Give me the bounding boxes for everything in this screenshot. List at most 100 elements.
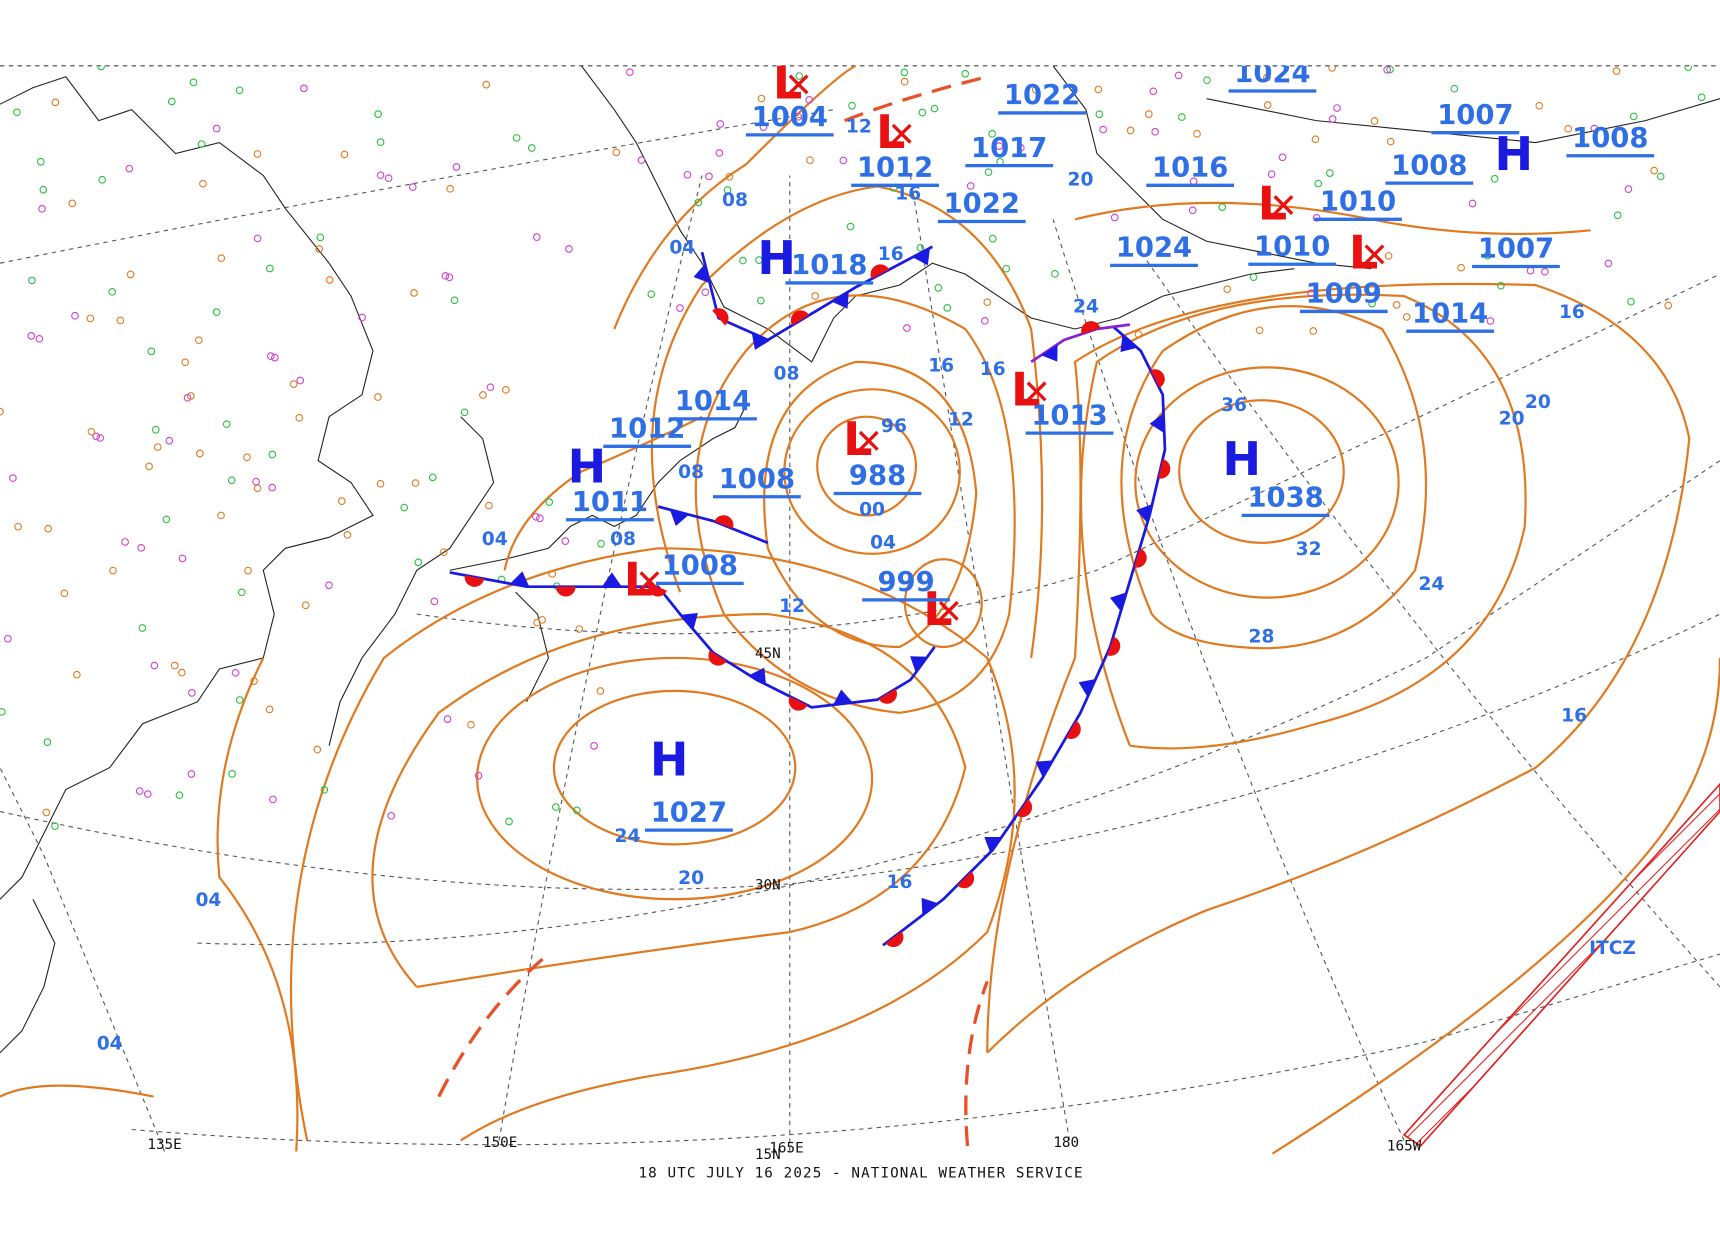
station-dot <box>988 129 997 138</box>
station-dot <box>217 254 226 263</box>
isobar-label: 16 <box>1561 706 1587 727</box>
warm-front-barb <box>1081 321 1101 335</box>
warm-front-barb <box>708 650 727 666</box>
itcz-label: ITCZ <box>1589 938 1636 959</box>
station-dot <box>984 168 993 177</box>
station-dot <box>175 791 184 800</box>
japan-south <box>515 591 550 703</box>
cold-front-barb <box>1078 679 1096 698</box>
station-dot <box>196 449 204 458</box>
station-dot <box>178 554 187 563</box>
central-pressure: 1018 <box>791 250 867 281</box>
isobar <box>552 689 797 846</box>
station-dot <box>0 707 6 716</box>
station-dot <box>1386 65 1394 74</box>
station-dot <box>126 270 135 279</box>
station-dot <box>757 296 765 305</box>
station-dot <box>943 304 952 312</box>
station-dot <box>474 771 483 780</box>
station-dot <box>1134 330 1143 339</box>
station-dot <box>188 689 196 697</box>
isobar-label: 04 <box>870 532 896 553</box>
station-dot <box>301 601 310 610</box>
low-cross <box>891 123 912 144</box>
station-dot <box>430 597 439 606</box>
station-dot <box>44 524 53 533</box>
low-cross <box>639 571 660 592</box>
cold-front-barb <box>831 291 849 309</box>
asia-coast <box>0 76 374 900</box>
station-dot <box>900 68 909 77</box>
cold-front-barb <box>910 656 928 673</box>
station-dot <box>295 413 304 422</box>
central-pressure: 1010 <box>1320 187 1396 218</box>
station-dot <box>35 334 44 343</box>
station-dot <box>846 222 855 231</box>
warm-front-barb <box>464 575 485 587</box>
station-dot <box>87 427 96 436</box>
station-dot <box>479 391 487 399</box>
station-dot <box>532 233 541 241</box>
station-dot <box>795 116 804 125</box>
isobar-label: 20 <box>1068 169 1094 190</box>
central-pressure: 1012 <box>857 153 933 184</box>
isobar-label: 16 <box>980 359 1006 380</box>
isobar-label: 20 <box>1525 392 1551 413</box>
high-symbol: H <box>1494 127 1533 181</box>
station-dot <box>250 677 258 685</box>
station-dot <box>235 86 244 95</box>
station-dot <box>900 77 909 86</box>
station-dot <box>450 296 459 305</box>
frame-labels: 165E 45N 30N 15N 18 UTC JULY 16 2025 - NATIO… <box>639 646 1083 1182</box>
isobar-label: 00 <box>859 499 885 520</box>
station-dot <box>266 352 275 360</box>
station-dot <box>1255 326 1264 335</box>
low-cross <box>788 74 809 95</box>
station-dot <box>995 142 1004 150</box>
central-pressure: 1022 <box>1004 80 1080 111</box>
station-dot <box>212 308 221 316</box>
low-cross <box>938 600 959 621</box>
station-dot <box>73 670 81 679</box>
station-dot <box>637 156 646 164</box>
coastlines <box>0 65 1720 1054</box>
station-dot <box>1564 124 1573 133</box>
station-dot <box>1590 124 1599 133</box>
station-dot <box>189 78 198 87</box>
station-dot <box>316 233 325 242</box>
station-dot <box>143 790 152 798</box>
station-dot <box>445 273 454 282</box>
station-dot <box>71 311 79 320</box>
meridian <box>0 767 166 1152</box>
station-dot <box>296 376 305 385</box>
station-dot <box>551 803 560 811</box>
itcz-band <box>1402 782 1720 1148</box>
station-dot <box>194 336 203 345</box>
station-dot <box>795 72 804 80</box>
station-dot <box>1328 65 1336 72</box>
station-dot <box>1684 65 1693 72</box>
isobar-label: 16 <box>1559 302 1585 323</box>
station-dot <box>231 668 240 677</box>
station-dot <box>265 705 274 714</box>
isobar-label: 36 <box>1221 395 1247 416</box>
station-dot <box>625 68 634 77</box>
station-dot <box>315 245 324 253</box>
warm-front-barb <box>1150 369 1165 388</box>
station-dot <box>376 171 385 180</box>
central-pressure: 988 <box>849 461 906 492</box>
station-dot <box>1627 297 1635 306</box>
isobar <box>763 360 978 649</box>
station-dot <box>1483 251 1492 260</box>
station-dot <box>217 511 225 520</box>
station-dot <box>325 581 333 590</box>
central-pressure: 1012 <box>609 414 685 445</box>
warm-front-barb <box>1016 799 1033 818</box>
station-dot <box>28 276 36 285</box>
isobar-label: 08 <box>678 462 704 483</box>
station-dot <box>1278 153 1287 162</box>
central-pressure: 1007 <box>1437 100 1513 131</box>
